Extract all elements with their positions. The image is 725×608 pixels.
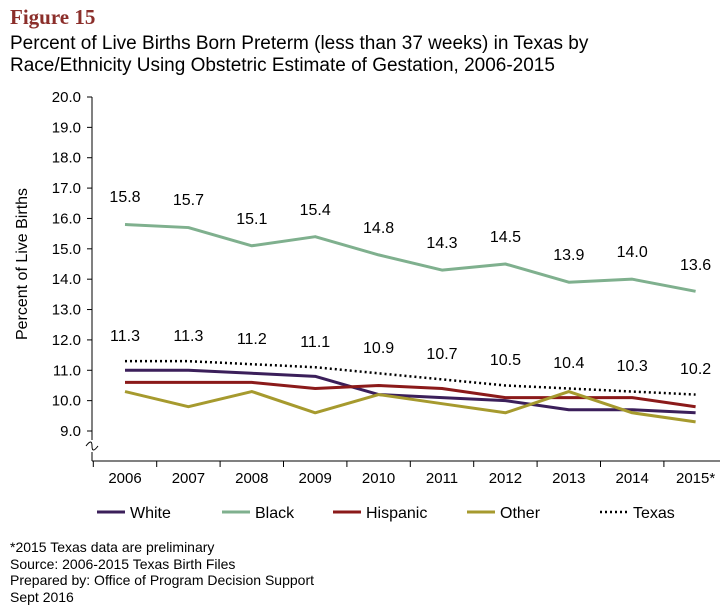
legend-label-black: Black xyxy=(255,505,295,522)
data-label-black: 14.3 xyxy=(426,235,457,252)
footnote-date: Sept 2016 xyxy=(10,588,74,605)
chart-title-line-1: Percent of Live Births Born Preterm (les… xyxy=(10,33,589,54)
y-tick-label: 12.0 xyxy=(52,332,81,349)
y-tick-label: 20.0 xyxy=(52,89,81,106)
footnote-source: Source: 2006-2015 Texas Birth Files xyxy=(10,555,236,572)
legend-label-white: White xyxy=(130,505,171,522)
data-label-black: 14.5 xyxy=(490,229,521,246)
chart-series-lines xyxy=(124,223,696,424)
x-tick-label: 2009 xyxy=(299,470,332,487)
y-tick-label: 15.0 xyxy=(52,241,81,258)
data-label-black: 15.4 xyxy=(300,202,331,219)
data-label-texas: 10.3 xyxy=(617,358,648,375)
footnotes: *2015 Texas data are preliminary Source:… xyxy=(10,539,314,605)
chart-axes: 20.0 19.0 18.0 17.0 16.0 15.0 14.0 13.0 12.0 11.0… xyxy=(14,89,720,487)
axis-break-mark xyxy=(85,441,99,451)
y-tick-label: 9.0 xyxy=(60,423,81,440)
data-label-black: 13.6 xyxy=(680,257,711,274)
y-tick-label: 10.0 xyxy=(52,393,81,410)
x-tick-label: 2013 xyxy=(552,470,585,487)
figure-label: Figure 15 xyxy=(10,5,96,29)
legend-label-hispanic: Hispanic xyxy=(366,505,427,522)
data-label-black: 14.0 xyxy=(617,244,648,261)
legend-label-other: Other xyxy=(500,505,541,522)
data-label-texas: 10.7 xyxy=(426,346,457,363)
x-tick-label: 2010 xyxy=(362,470,395,487)
data-label-texas: 10.9 xyxy=(363,340,394,357)
data-label-black: 15.8 xyxy=(109,189,140,206)
data-label-texas: 11.1 xyxy=(300,334,330,351)
series-line-hispanic xyxy=(125,380,696,409)
data-label-black: 15.1 xyxy=(236,211,267,228)
data-label-black: 13.9 xyxy=(553,247,584,264)
chart-legend: White Black Hispanic Other Texas xyxy=(97,505,675,522)
y-tick-label: 17.0 xyxy=(52,180,81,197)
data-label-black: 15.7 xyxy=(173,192,204,209)
footnote-prepared-by: Prepared by: Office of Program Decision … xyxy=(10,572,315,588)
data-label-texas: 11.3 xyxy=(110,328,140,345)
x-tick-label: 2008 xyxy=(235,470,268,487)
series-line-texas xyxy=(125,359,696,396)
x-tick-label: 2015* xyxy=(676,470,715,487)
series-line-black xyxy=(124,223,696,293)
data-label-texas: 11.3 xyxy=(173,328,203,345)
series-line-other xyxy=(124,390,696,424)
y-tick-label: 13.0 xyxy=(52,302,81,319)
y-tick-label: 16.0 xyxy=(52,210,81,227)
legend-label-texas: Texas xyxy=(633,505,675,522)
footnote-preliminary: *2015 Texas data are preliminary xyxy=(10,539,215,555)
y-tick-label: 19.0 xyxy=(52,119,81,136)
chart-title-line-2: Race/Ethnicity Using Obstetric Estimate … xyxy=(10,55,555,76)
x-tick-label: 2007 xyxy=(172,470,205,487)
y-tick-label: 11.0 xyxy=(53,362,81,379)
data-label-texas: 10.5 xyxy=(490,352,521,369)
y-axis-title: Percent of Live Births xyxy=(14,188,31,340)
y-tick-label: 18.0 xyxy=(52,150,81,167)
y-tick-label: 14.0 xyxy=(52,271,81,288)
x-tick-label: 2014 xyxy=(616,470,649,487)
x-tick-label: 2011 xyxy=(426,470,458,487)
chart-title: Percent of Live Births Born Preterm (les… xyxy=(10,33,588,77)
series-line-white xyxy=(125,368,696,415)
chart-data-labels: 15.8 15.7 15.1 15.4 14.8 14.3 14.5 13.9 14.0 13.6… xyxy=(109,189,711,378)
data-label-texas: 10.4 xyxy=(553,355,584,372)
data-label-black: 14.8 xyxy=(363,220,394,237)
data-label-texas: 10.2 xyxy=(680,361,711,378)
data-label-texas: 11.2 xyxy=(237,331,267,348)
x-tick-label: 2006 xyxy=(108,470,141,487)
x-tick-label: 2012 xyxy=(489,470,522,487)
